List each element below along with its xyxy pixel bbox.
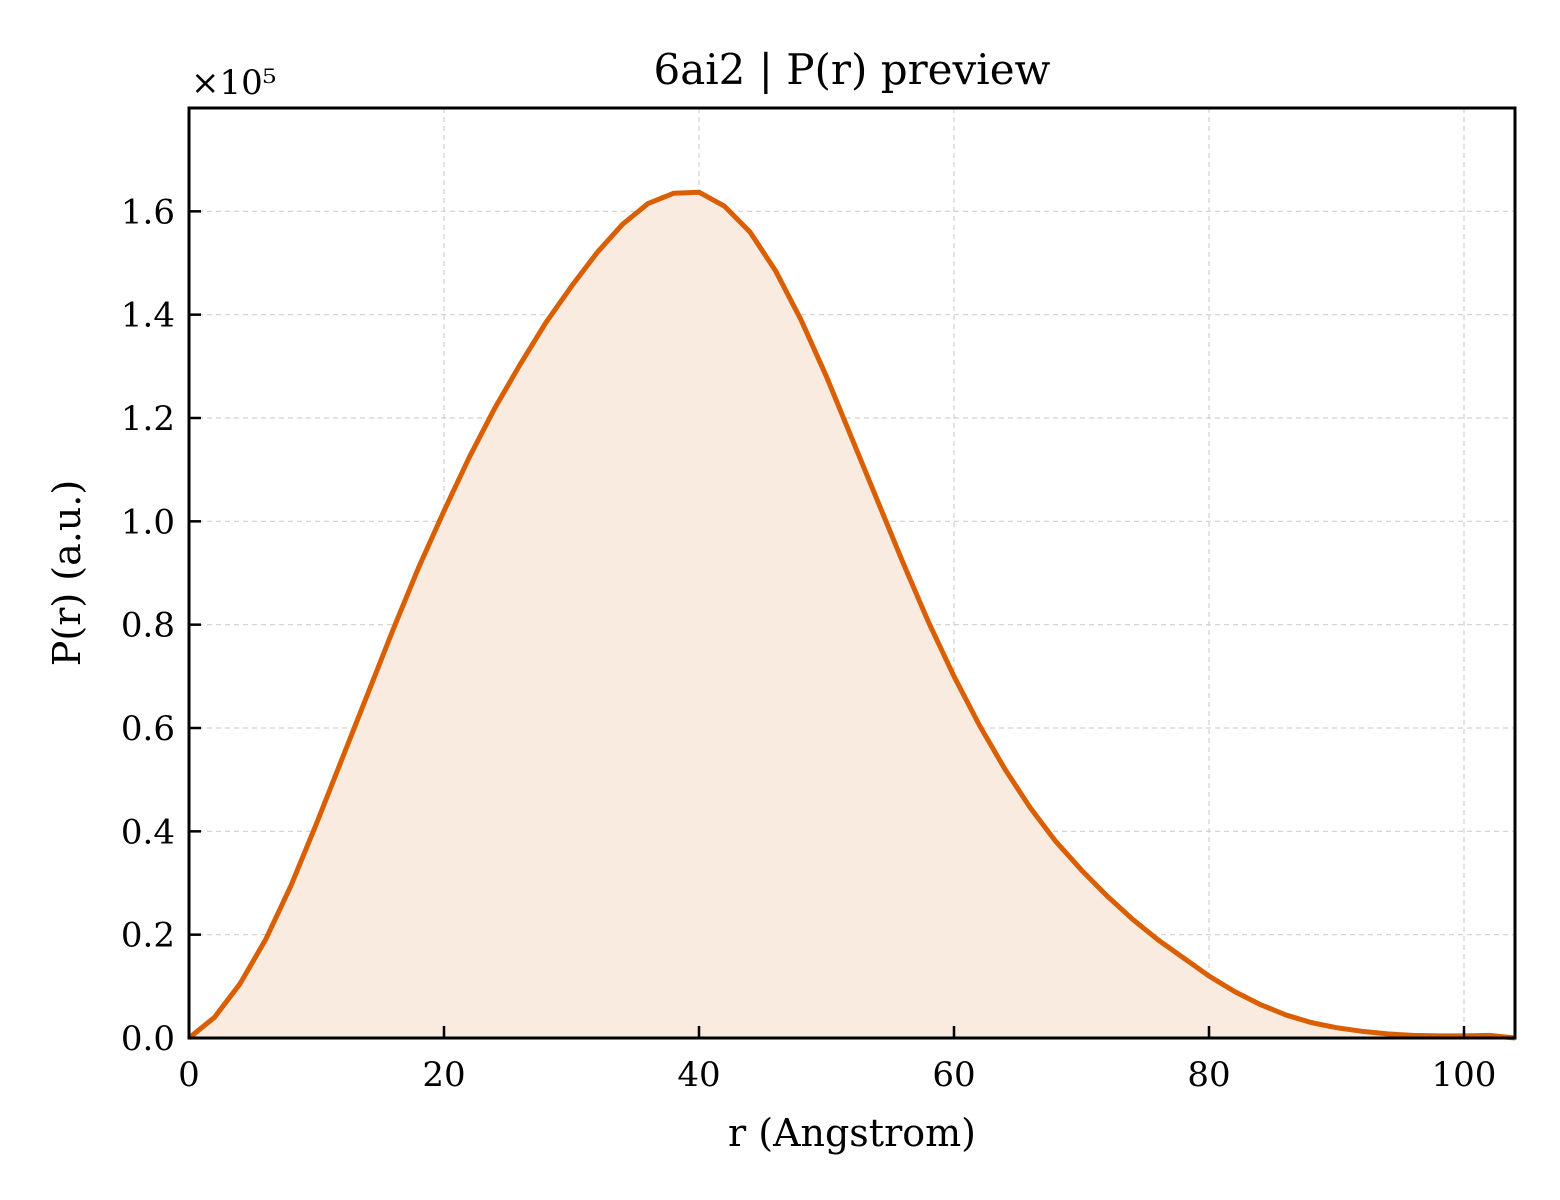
y-axis-title: P(r) (a.u.) — [45, 480, 89, 666]
y-tick-label: 1.4 — [121, 296, 175, 336]
pr-curve — [187, 189, 1516, 1041]
y-tick-label: 0.4 — [121, 812, 175, 852]
y-tick-label: 0.8 — [121, 606, 175, 646]
y-tick-label: 1.2 — [121, 399, 175, 439]
x-tick-label: 0 — [178, 1055, 200, 1095]
chart-title: 6ai2 | P(r) preview — [653, 45, 1050, 94]
y-offset-label: ×10⁵ — [191, 63, 276, 103]
x-tick-label: 40 — [677, 1055, 720, 1095]
y-tick-label: 0.6 — [121, 709, 175, 749]
x-tick-label: 100 — [1432, 1055, 1497, 1095]
x-tick-label: 60 — [932, 1055, 975, 1095]
y-tick-label: 0.0 — [121, 1019, 175, 1059]
x-tick-label: 20 — [422, 1055, 465, 1095]
ticks: 0 20 40 60 80 100 0.0 0.2 0.4 0.6 0.8 1.0 1.2 1.4 1.6 — [121, 192, 1497, 1095]
y-tick-label: 1.0 — [121, 502, 175, 542]
y-tick-label: 1.6 — [121, 192, 175, 232]
y-tick-label: 0.2 — [121, 916, 175, 956]
x-axis-title: r (Angstrom) — [728, 1111, 976, 1155]
pr-area-fill — [189, 192, 1515, 1038]
x-tick-label: 80 — [1187, 1055, 1230, 1095]
plot-frame — [187, 106, 1517, 1040]
